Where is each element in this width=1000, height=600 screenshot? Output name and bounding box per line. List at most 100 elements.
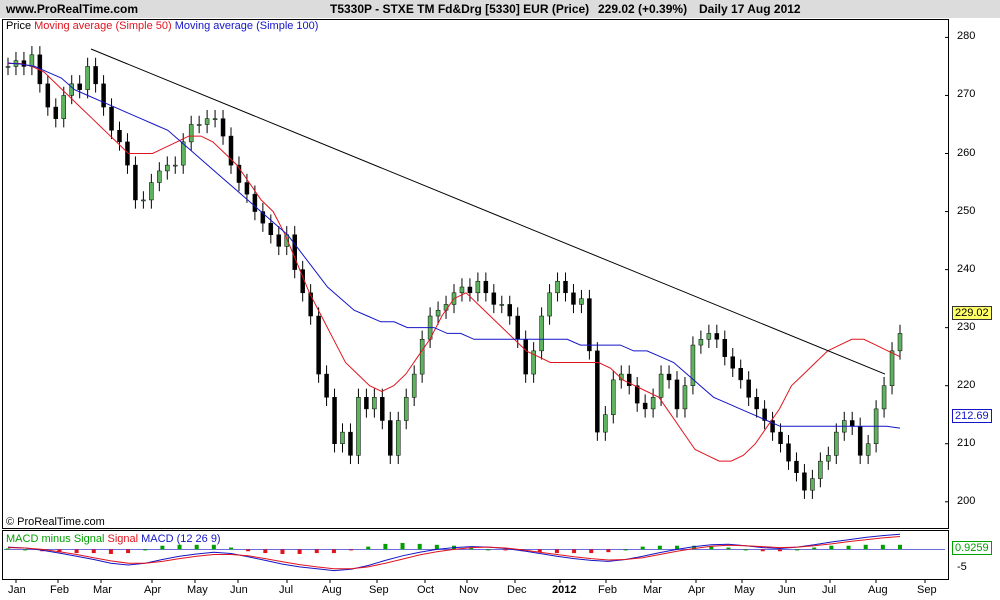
macd-hist-bar bbox=[469, 547, 474, 550]
price-candle bbox=[340, 431, 345, 444]
price-candle bbox=[642, 402, 648, 410]
price-candle bbox=[730, 356, 735, 369]
macd-hist-bar bbox=[554, 549, 559, 554]
price-candle bbox=[515, 315, 520, 340]
price-candle bbox=[523, 339, 528, 375]
price-candle bbox=[555, 280, 560, 294]
price-candle bbox=[786, 443, 791, 462]
legend-ma100: Moving average (Simple 100) bbox=[174, 20, 319, 32]
price-candle bbox=[324, 373, 329, 398]
price-candle bbox=[459, 286, 465, 294]
macd-hist-bar bbox=[503, 549, 508, 551]
x-tick-label: Jun bbox=[778, 584, 796, 596]
x-tick-label: Feb bbox=[50, 584, 69, 596]
price-candle bbox=[284, 234, 289, 247]
macd-hist-bar bbox=[760, 549, 765, 552]
macd-hist-bar bbox=[537, 549, 542, 553]
price-panel bbox=[2, 19, 949, 529]
macd-hist-bar bbox=[211, 544, 216, 550]
macd-hist-bar bbox=[108, 549, 113, 554]
y-tick-label: 250 bbox=[957, 204, 976, 217]
price-candle bbox=[810, 478, 815, 491]
macd-tick-label: -5 bbox=[957, 561, 967, 573]
x-tick-label: Dec bbox=[507, 584, 527, 596]
macd-hist-bar bbox=[675, 545, 679, 550]
macd-hist-bar bbox=[640, 546, 645, 550]
legend-ma50: Moving average (Simple 50) bbox=[34, 20, 172, 32]
macd-hist-bar bbox=[91, 549, 96, 554]
macd-hist-bar bbox=[743, 549, 748, 551]
price-candle bbox=[292, 234, 297, 270]
price-candle bbox=[403, 397, 409, 421]
macd-hist-tag: 0.9259 bbox=[952, 541, 992, 555]
y-tick-label: 200 bbox=[957, 494, 976, 507]
price-candle bbox=[834, 431, 839, 456]
price-candle bbox=[706, 333, 712, 340]
price-candle bbox=[826, 455, 831, 462]
macd-hist-bar bbox=[434, 544, 439, 550]
price-candle bbox=[69, 83, 74, 96]
chart-header: www.ProRealTime.com T5330P - STXE TM Fd&… bbox=[0, 0, 1000, 18]
price-candle bbox=[173, 164, 178, 167]
price-candle bbox=[794, 460, 799, 474]
macd-hist-bar bbox=[160, 545, 165, 550]
legend-price: Price bbox=[6, 20, 32, 32]
macd-hist-bar bbox=[572, 549, 577, 554]
price-candle bbox=[658, 373, 664, 398]
price-candle bbox=[188, 124, 194, 143]
price-candle bbox=[865, 443, 871, 456]
x-tick-label: Jul bbox=[279, 584, 294, 596]
price-candle bbox=[634, 385, 640, 404]
macd-hist-bar bbox=[606, 549, 611, 553]
price-candle bbox=[762, 408, 767, 421]
price-candle bbox=[531, 350, 536, 375]
macd-hist-bar bbox=[898, 544, 902, 550]
price-candle bbox=[626, 373, 632, 386]
macd-hist-bar bbox=[349, 549, 354, 551]
macd-hist-bar bbox=[657, 545, 662, 550]
price-candle bbox=[21, 60, 27, 67]
macd-hist-bar bbox=[126, 549, 131, 554]
macd-hist-bar bbox=[726, 547, 731, 550]
ma100-tag: 212.69 bbox=[952, 409, 992, 423]
chart-period: Daily 17 Aug 2012 bbox=[699, 2, 801, 16]
y-tick-label: 280 bbox=[957, 30, 976, 43]
macd-hist-bar bbox=[74, 549, 79, 554]
price-candle bbox=[579, 298, 584, 305]
price-candle bbox=[467, 286, 473, 294]
x-tick-label: Sep bbox=[369, 584, 389, 596]
y-tick-label: 240 bbox=[957, 262, 976, 275]
last-price: 229.02 (+0.39%) bbox=[598, 2, 688, 16]
macd-hist-bar bbox=[486, 549, 491, 551]
price-candle bbox=[372, 397, 377, 410]
x-tick-label: Jan bbox=[8, 584, 26, 596]
price-candle bbox=[483, 280, 489, 294]
price-candle bbox=[475, 280, 481, 294]
x-tick-label: Mar bbox=[93, 584, 112, 596]
price-candle bbox=[29, 54, 35, 67]
macd-hist-bar bbox=[623, 549, 628, 551]
macd-hist-bar bbox=[194, 544, 199, 550]
macd-hist-bar bbox=[589, 549, 594, 554]
price-candle bbox=[587, 298, 592, 352]
price-candle bbox=[690, 344, 696, 386]
price-candle bbox=[252, 193, 258, 212]
macd-hist-bar bbox=[709, 546, 714, 550]
price-candle bbox=[666, 373, 672, 381]
price-legend: Price Moving average (Simple 50) Moving … bbox=[6, 20, 318, 32]
price-candle bbox=[539, 315, 544, 352]
macd-hist-bar bbox=[692, 545, 697, 550]
macd-line bbox=[7, 533, 901, 572]
price-candle bbox=[650, 397, 656, 410]
price-candle bbox=[388, 420, 393, 456]
macd-hist-bar bbox=[143, 549, 148, 551]
macd-hist-bar bbox=[863, 544, 868, 550]
macd-hist-bar bbox=[331, 549, 336, 554]
x-tick-label: Nov bbox=[459, 584, 479, 596]
macd-hist-bar bbox=[795, 549, 800, 551]
price-candle bbox=[419, 339, 425, 375]
price-candle bbox=[220, 118, 226, 137]
price-candle bbox=[180, 141, 186, 166]
macd-hist-bar bbox=[366, 546, 371, 550]
x-tick-label: Sep bbox=[917, 584, 937, 596]
